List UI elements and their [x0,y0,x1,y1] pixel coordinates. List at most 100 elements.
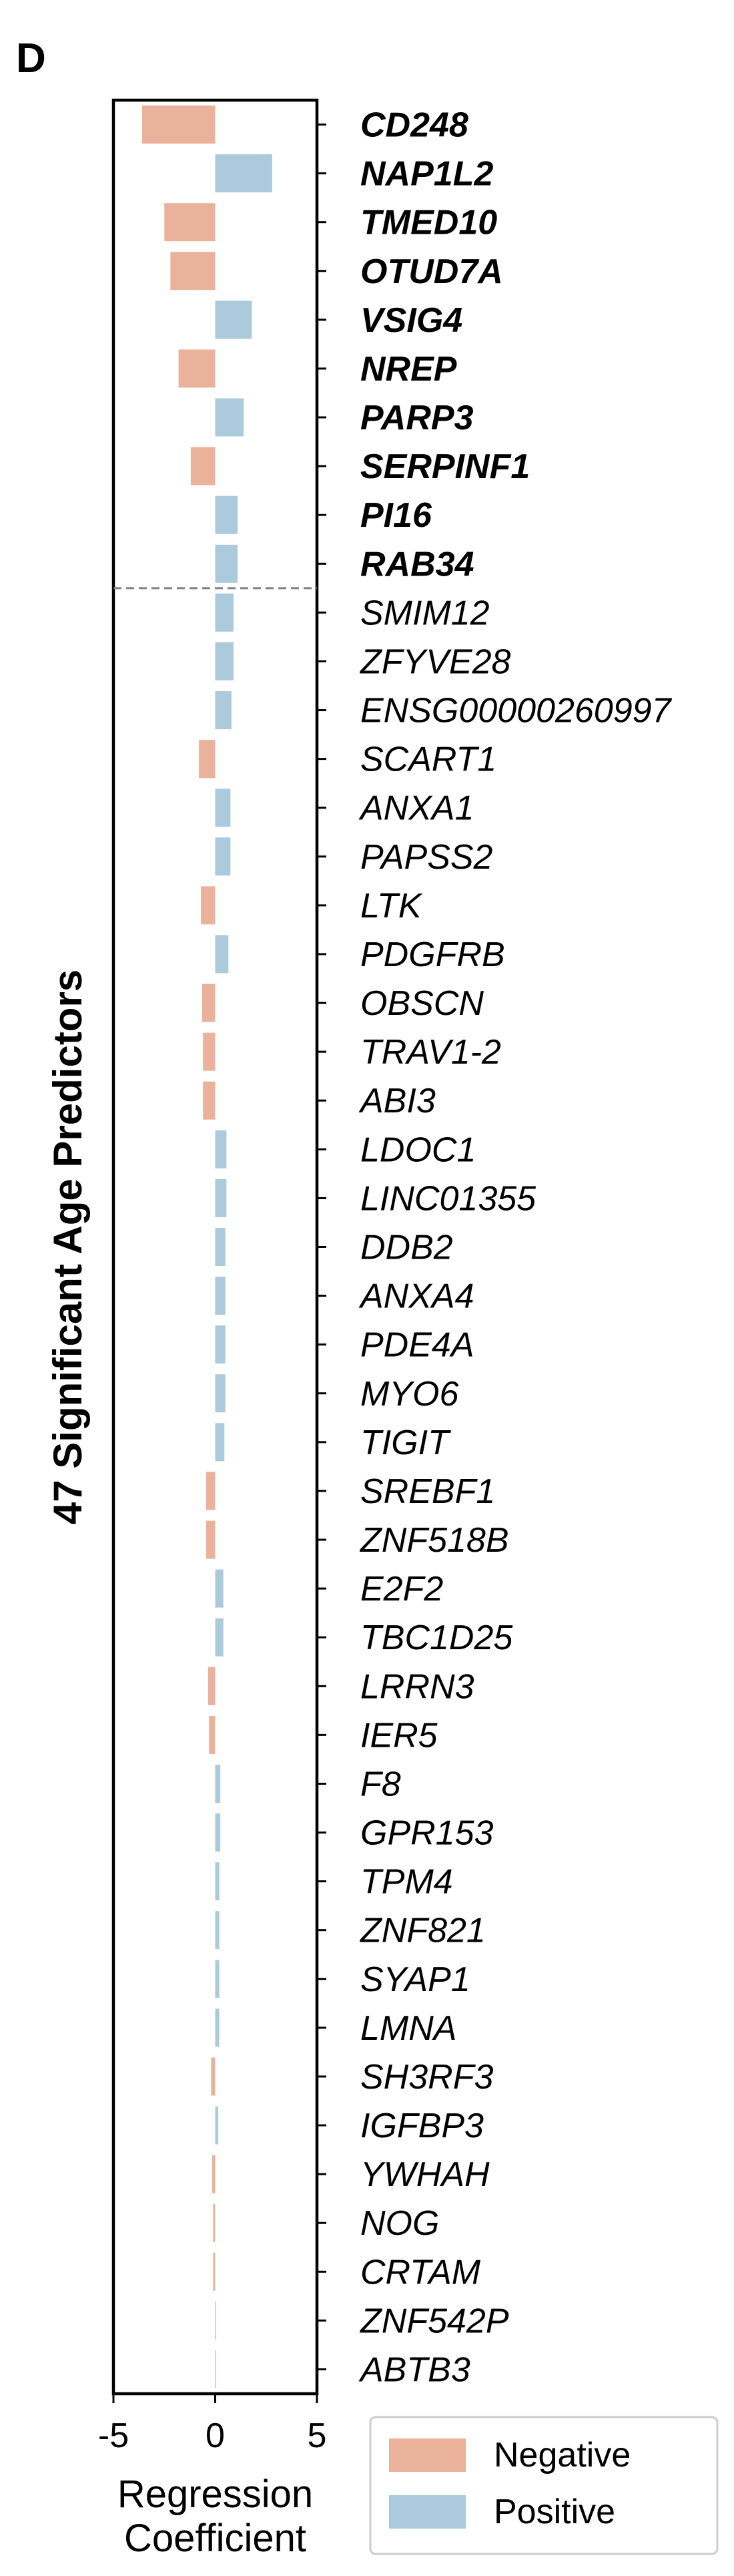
bar-PI16 [215,495,238,534]
gene-label: TPM4 [360,1863,453,1902]
gene-label: VSIG4 [360,301,462,340]
bar-LINC01355 [215,1178,227,1217]
bar-SREBF1 [206,1472,216,1510]
gene-label: ENSG00000260997 [360,692,673,730]
gene-label: IER5 [360,1716,438,1755]
bar-E2F2 [215,1569,224,1608]
bar-ZFYVE28 [215,642,234,680]
gene-label: TRAV1-2 [360,1033,501,1072]
bar-LMNA [215,2008,220,2047]
gene-label: ANXA4 [358,1277,474,1316]
x-tick-label: 0 [206,2416,225,2455]
gene-label: ABI3 [358,1082,436,1120]
gene-label: ANXA1 [358,789,474,828]
bar-YWHAH [212,2155,216,2193]
bar-TIGIT [215,1423,225,1462]
gene-label: TMED10 [360,204,497,242]
gene-label: OBSCN [360,984,484,1023]
bar-NREP [178,349,216,388]
bar-ANXA1 [215,789,231,827]
gene-label: TIGIT [360,1424,451,1462]
bar-PDGFRB [215,935,229,974]
gene-label: LRRN3 [360,1667,474,1706]
gene-label: IGFBP3 [360,2107,484,2145]
bar-LRRN3 [208,1667,216,1705]
x-axis-title: Regression [117,2473,313,2516]
gene-label: NAP1L2 [360,155,493,194]
bar-RAB34 [215,544,238,583]
gene-label: DDB2 [360,1229,453,1267]
bar-MYO6 [215,1374,226,1413]
legend-label-negative: Negative [494,2436,631,2475]
bar-F8 [215,1764,221,1803]
bar-SYAP1 [215,1960,220,1998]
gene-label: PAPSS2 [360,838,493,877]
bar-TRAV1-2 [203,1032,216,1071]
legend: Negative Positive [369,2416,719,2555]
gene-label: ZNF518B [359,1521,509,1560]
bar-DDB2 [215,1227,226,1267]
gene-label: LTK [360,887,423,925]
y-ticks [317,124,326,2370]
bar-ABTB3 [215,2350,217,2388]
legend-swatch-negative [389,2438,466,2472]
legend-swatch-positive [389,2495,466,2529]
gene-label: LINC01355 [360,1179,536,1218]
bar-SCART1 [199,740,216,779]
gene-label: PDE4A [360,1326,474,1365]
panel-letter: D [16,35,46,81]
bar-OBSCN [202,984,216,1022]
gene-label: SCART1 [360,740,496,779]
bar-ANXA4 [215,1277,226,1315]
gene-label: OTUD7A [360,252,503,291]
x-axis-title: Coefficient [124,2517,306,2560]
bar-CRTAM [213,2252,216,2291]
bar-PAPSS2 [215,837,231,876]
gene-label: LMNA [360,2009,456,2048]
gene-label: PDGFRB [360,935,505,974]
gene-label: PARP3 [360,399,474,437]
gene-label: ZFYVE28 [359,642,510,681]
bar-SMIM12 [215,593,234,632]
bar-ABI3 [203,1081,216,1120]
bar-PARP3 [215,398,244,437]
gene-label: SYAP1 [360,1960,470,1999]
bar-VSIG4 [215,300,252,339]
legend-label-positive: Positive [494,2493,615,2531]
bar-OTUD7A [170,252,216,290]
gene-label: ZNF821 [359,1912,486,1950]
x-tick-label: 5 [308,2416,327,2455]
bar-ZNF542P [215,2301,217,2340]
gene-label: YWHAH [360,2155,490,2194]
bar-ZNF821 [215,1911,220,1950]
bar-GPR153 [215,1813,221,1852]
gene-label: CRTAM [360,2253,481,2292]
x-tick-label: -5 [98,2416,129,2455]
bar-PDE4A [215,1325,226,1364]
gene-label: SMIM12 [360,594,490,632]
gene-label: ABTB3 [358,2350,470,2389]
bar-ZNF518B [206,1520,216,1559]
bar-IGFBP3 [215,2106,219,2145]
gene-label: E2F2 [360,1570,443,1608]
gene-label: GPR153 [360,1814,494,1853]
bar-CD248 [141,105,216,144]
bar-SH3RF3 [211,2057,216,2096]
gene-label: SH3RF3 [360,2058,493,2097]
gene-labels: CD248 NAP1L2 TMED10 OTUD7A VSIG4 NREP PARP3 SER… [358,106,673,2390]
gene-label: RAB34 [360,545,474,584]
y-axis-title: 47 Significant Age Predictors [45,970,90,1524]
bar-IER5 [209,1715,216,1754]
gene-label: NOG [360,2204,439,2243]
bar-SERPINF1 [190,447,216,485]
gene-label: SERPINF1 [360,447,530,486]
y-axis-title-text: 47 Significant Age Predictors [45,970,90,1524]
bars-layer [141,105,272,2388]
bar-TPM4 [215,1862,220,1901]
gene-label: TBC1D25 [360,1619,513,1657]
bar-TBC1D25 [215,1618,224,1657]
gene-label: SREBF1 [360,1472,495,1511]
gene-label: ZNF542P [359,2302,509,2340]
